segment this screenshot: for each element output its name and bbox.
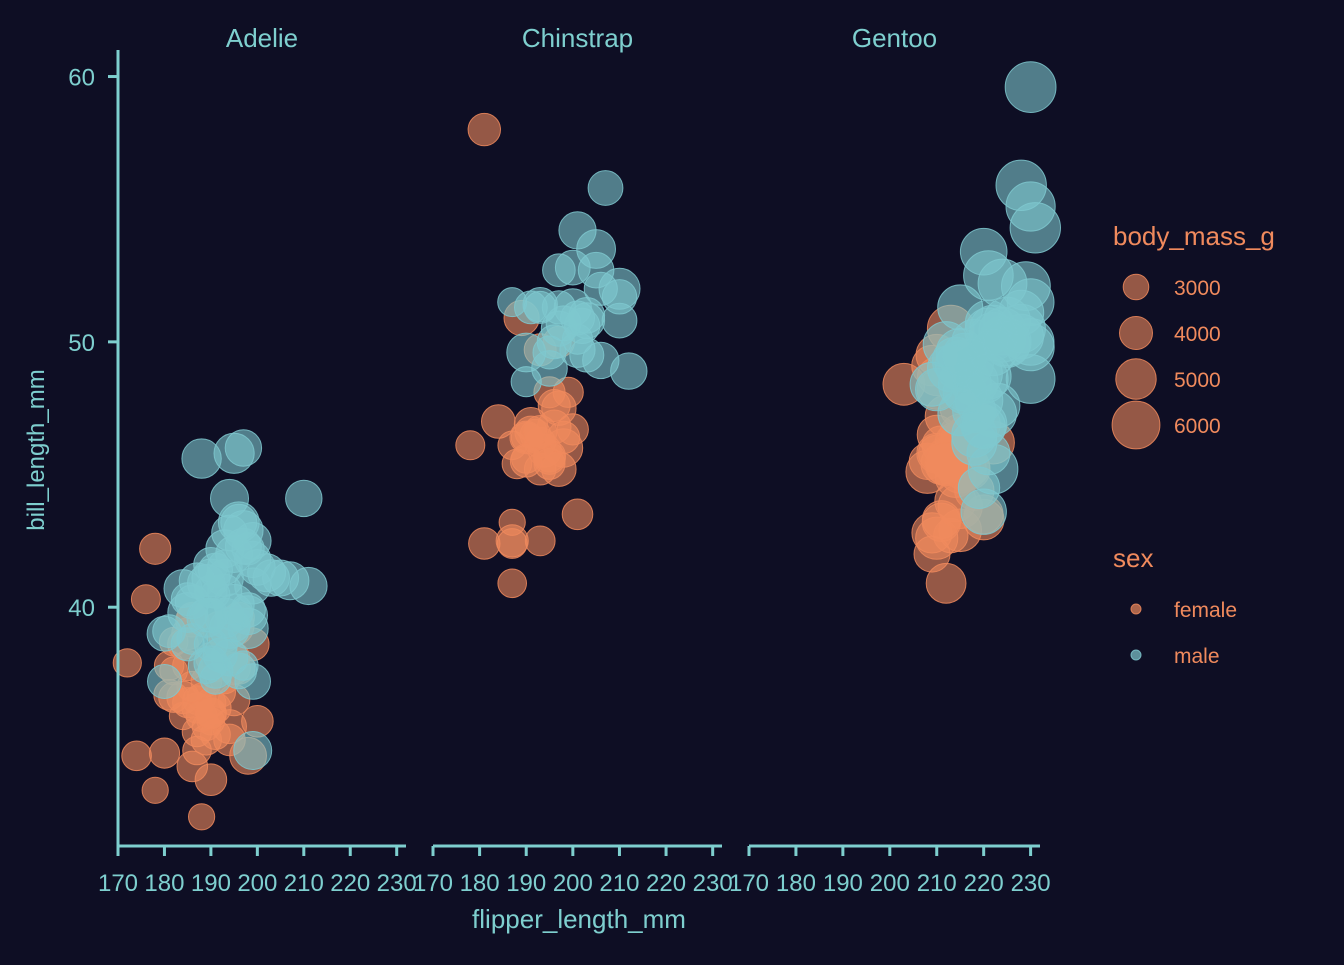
point-female-chinstrap — [561, 498, 594, 531]
point-female-chinstrap — [467, 112, 501, 147]
point-female-chinstrap — [497, 568, 528, 599]
point-male-gentoo — [995, 159, 1047, 212]
x-tick-label: 220 — [964, 870, 1004, 897]
point-female-chinstrap — [556, 413, 589, 446]
x-tick-label: 200 — [553, 870, 593, 897]
x-tick-label: 230 — [693, 870, 733, 897]
point-male-chinstrap — [576, 229, 616, 269]
point-male-adelie — [181, 438, 222, 479]
point-male-adelie — [233, 731, 273, 770]
point-male-adelie — [187, 647, 225, 685]
x-tick-label: 180 — [144, 870, 184, 897]
x-tick-label: 180 — [776, 870, 816, 897]
point-female-chinstrap — [481, 404, 516, 439]
legend-size-key — [1111, 400, 1161, 450]
point-male-chinstrap — [601, 302, 638, 339]
facet-title-gentoo: Gentoo — [852, 23, 937, 53]
point-male-chinstrap — [587, 170, 624, 206]
x-tick-label: 190 — [506, 870, 546, 897]
legend-size-label: 6000 — [1174, 415, 1221, 438]
point-male-adelie — [234, 540, 272, 579]
x-tick-label: 200 — [237, 870, 277, 897]
point-female-adelie — [130, 584, 161, 615]
legend-color-title: sex — [1113, 543, 1153, 573]
point-female-adelie — [141, 776, 169, 804]
point-male-gentoo — [960, 400, 1008, 448]
point-male-adelie — [230, 592, 266, 628]
point-male-adelie — [285, 479, 323, 518]
x-tick-label: 180 — [460, 870, 500, 897]
point-male-chinstrap — [560, 300, 595, 336]
point-female-chinstrap — [511, 443, 542, 474]
point-female-adelie — [176, 750, 209, 783]
point-female-adelie — [194, 697, 227, 730]
legend-color-label-female: female — [1174, 599, 1237, 622]
point-male-adelie — [289, 566, 328, 606]
point-female-adelie — [112, 648, 142, 678]
x-tick-label: 170 — [729, 870, 769, 897]
point-male-gentoo — [959, 227, 1008, 276]
point-male-adelie — [224, 429, 263, 467]
x-tick-label: 200 — [870, 870, 910, 897]
facet-title-chinstrap: Chinstrap — [522, 23, 633, 53]
point-male-adelie — [178, 562, 216, 600]
legend-size-label: 5000 — [1174, 369, 1221, 392]
point-male-adelie — [146, 615, 183, 652]
point-female-gentoo — [915, 516, 959, 560]
points-layer — [112, 61, 1062, 831]
point-female-chinstrap — [523, 415, 558, 450]
legend-size-label: 3000 — [1174, 277, 1221, 300]
point-male-chinstrap — [583, 271, 618, 306]
x-tick-label: 210 — [284, 870, 324, 897]
y-tick-label: 60 — [68, 65, 95, 92]
point-male-chinstrap — [510, 366, 542, 398]
facet-title-adelie: Adelie — [226, 23, 298, 53]
point-female-chinstrap — [495, 524, 529, 558]
legend-color-key-female — [1130, 603, 1142, 615]
axes-layer: Adelie Chinstrap Gentoo 40 50 60 bill_length_m… — [23, 23, 1051, 934]
x-axis-label: flipper_length_mm — [472, 904, 686, 934]
legend-size-key — [1119, 316, 1153, 350]
x-tick-label: 230 — [1011, 870, 1051, 897]
point-male-gentoo — [960, 488, 1007, 535]
point-female-adelie — [148, 737, 181, 769]
legend-color-label-male: male — [1174, 645, 1220, 668]
point-male-gentoo — [1004, 61, 1057, 113]
legend-size-title: body_mass_g — [1113, 221, 1275, 251]
point-male-gentoo — [982, 317, 1032, 367]
point-male-adelie — [234, 663, 271, 700]
point-female-chinstrap — [468, 527, 501, 560]
point-female-adelie — [121, 740, 152, 772]
point-female-adelie — [188, 803, 216, 831]
x-tick-label: 170 — [98, 870, 138, 897]
point-female-adelie — [139, 532, 172, 565]
legend-size-label: 4000 — [1174, 323, 1221, 346]
legend-size-key — [1122, 273, 1150, 301]
point-male-adelie — [193, 597, 229, 633]
x-tick-label: 220 — [646, 870, 686, 897]
point-male-adelie — [147, 664, 182, 699]
y-tick-label: 50 — [68, 330, 95, 357]
x-tick-label: 210 — [599, 870, 639, 897]
x-tick-label: 190 — [191, 870, 231, 897]
y-tick-label: 40 — [68, 595, 95, 622]
legend-size-key — [1115, 358, 1157, 400]
x-tick-label: 190 — [823, 870, 863, 897]
y-axis-label: bill_length_mm — [23, 369, 50, 530]
x-tick-label: 230 — [377, 870, 417, 897]
legend-color-key-male — [1130, 649, 1142, 661]
point-male-gentoo — [915, 367, 959, 412]
x-tick-label: 170 — [413, 870, 453, 897]
point-male-chinstrap — [582, 341, 620, 380]
point-male-gentoo — [942, 332, 988, 378]
point-male-gentoo — [937, 284, 984, 331]
x-tick-label: 210 — [917, 870, 957, 897]
point-female-chinstrap — [524, 525, 556, 557]
legend: body_mass_g 3000 4000 5000 6000 sex female male — [1111, 221, 1275, 668]
point-female-chinstrap — [455, 430, 486, 461]
point-male-chinstrap — [497, 287, 528, 318]
x-tick-label: 220 — [330, 870, 370, 897]
